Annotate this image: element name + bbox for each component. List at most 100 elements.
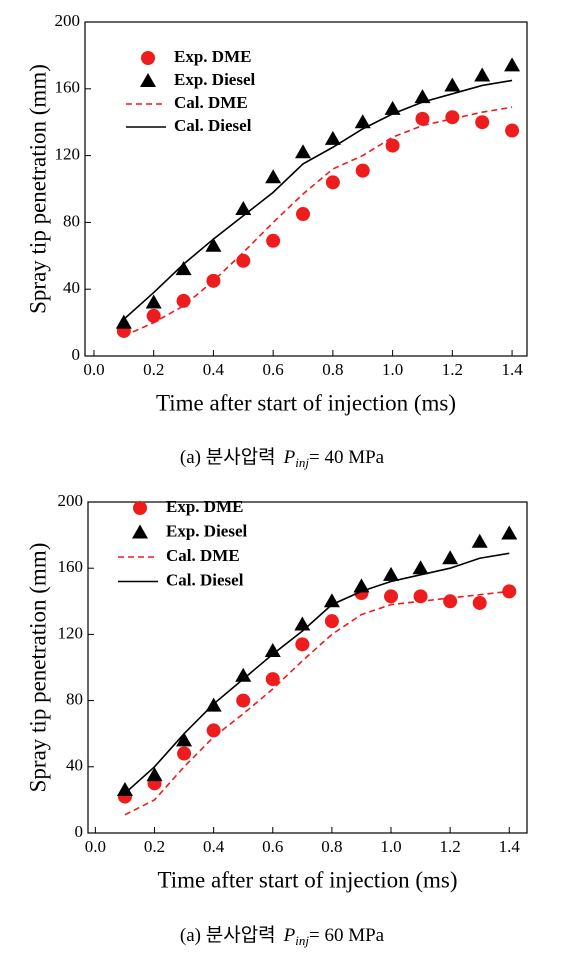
marker: [443, 594, 458, 609]
marker: [383, 566, 400, 581]
legend-label: Cal. Diesel: [174, 116, 252, 135]
marker: [205, 237, 222, 252]
y-tick-label: 160: [55, 78, 81, 97]
marker: [324, 130, 341, 145]
marker: [355, 163, 370, 178]
y-tick-label: 40: [66, 756, 83, 775]
x-tick-label: 0.0: [83, 360, 104, 379]
caption-subscript: inj: [295, 455, 309, 470]
legend-label: Cal. Diesel: [166, 570, 244, 589]
x-tick-label: 1.2: [442, 360, 463, 379]
x-tick-label: 0.8: [321, 837, 342, 856]
marker: [116, 781, 133, 796]
marker: [384, 100, 401, 115]
y-axis-label: Spray tip penetration (mm): [25, 64, 50, 314]
y-tick-label: 120: [55, 145, 81, 164]
x-tick-label: 0.4: [203, 837, 225, 856]
x-tick-label: 0.8: [322, 360, 343, 379]
y-tick-label: 0: [75, 822, 84, 841]
marker: [354, 114, 371, 129]
marker: [472, 595, 487, 610]
x-tick-label: 0.6: [262, 837, 283, 856]
series-line: [123, 79, 513, 320]
marker: [175, 261, 192, 276]
series-line: [123, 106, 513, 337]
marker: [414, 89, 431, 104]
marker: [295, 637, 310, 652]
x-tick-label: 0.6: [263, 360, 284, 379]
x-axis-label: Time after start of injection (ms): [156, 390, 456, 415]
caption-symbol: P: [283, 925, 296, 946]
marker: [235, 201, 252, 216]
marker: [412, 560, 429, 575]
marker: [295, 144, 312, 159]
marker: [265, 169, 282, 184]
y-tick-label: 80: [66, 690, 83, 709]
marker: [474, 67, 491, 82]
x-axis-label: Time after start of injection (ms): [158, 867, 458, 892]
x-tick-label: 1.4: [499, 837, 521, 856]
marker: [504, 57, 521, 72]
x-tick-label: 1.0: [380, 837, 401, 856]
marker: [353, 578, 370, 593]
marker: [266, 233, 281, 248]
marker: [324, 614, 339, 629]
marker: [264, 642, 281, 657]
series-line: [124, 590, 510, 816]
y-tick-label: 80: [63, 211, 80, 230]
marker: [444, 77, 461, 92]
marker: [501, 525, 518, 540]
plot-frame: [84, 21, 528, 357]
marker: [415, 111, 430, 126]
marker: [325, 175, 340, 190]
marker: [115, 314, 132, 329]
marker: [177, 746, 192, 761]
x-tick-label: 1.4: [501, 360, 523, 379]
legend-label: Exp. Diesel: [174, 70, 256, 89]
marker: [442, 550, 459, 565]
legend-label: Cal. DME: [166, 546, 240, 565]
legend-marker: [132, 524, 148, 539]
marker: [471, 533, 488, 548]
legend-label: Cal. DME: [174, 93, 248, 112]
marker: [176, 732, 193, 747]
legend-marker: [140, 73, 156, 87]
marker: [265, 672, 280, 687]
legend-label: Exp. DME: [166, 497, 243, 516]
marker: [145, 294, 162, 309]
marker: [323, 593, 340, 608]
marker: [384, 589, 399, 604]
marker: [475, 115, 490, 130]
marker: [296, 207, 311, 222]
caption-prefix: (a) 분사압력: [180, 924, 276, 946]
marker: [235, 667, 252, 682]
marker: [146, 308, 161, 323]
y-tick-label: 200: [58, 491, 84, 510]
legend-label: Exp. Diesel: [166, 521, 248, 540]
marker: [206, 723, 221, 738]
marker: [445, 110, 460, 125]
legend-marker: [133, 501, 147, 515]
y-tick-label: 0: [72, 345, 81, 364]
series-line: [124, 552, 510, 794]
plot-frame: [87, 501, 528, 834]
caption-symbol: P: [283, 447, 296, 468]
caption-suffix: = 60 MPa: [309, 925, 385, 946]
marker: [294, 616, 311, 631]
legend-marker: [141, 51, 155, 65]
y-tick-label: 160: [58, 557, 84, 576]
marker: [385, 138, 400, 153]
marker: [146, 767, 163, 782]
x-tick-label: 0.0: [85, 837, 106, 856]
y-axis-label: Spray tip penetration (mm): [25, 543, 50, 793]
y-tick-label: 40: [63, 278, 80, 297]
marker: [236, 693, 251, 708]
legend-label: Exp. DME: [174, 47, 251, 66]
marker: [505, 123, 520, 138]
marker: [236, 253, 251, 268]
caption: (a) 분사압력 Pinj= 40 MPa: [180, 446, 385, 470]
x-tick-label: 0.2: [144, 837, 165, 856]
marker: [176, 293, 191, 308]
y-tick-label: 120: [58, 623, 84, 642]
